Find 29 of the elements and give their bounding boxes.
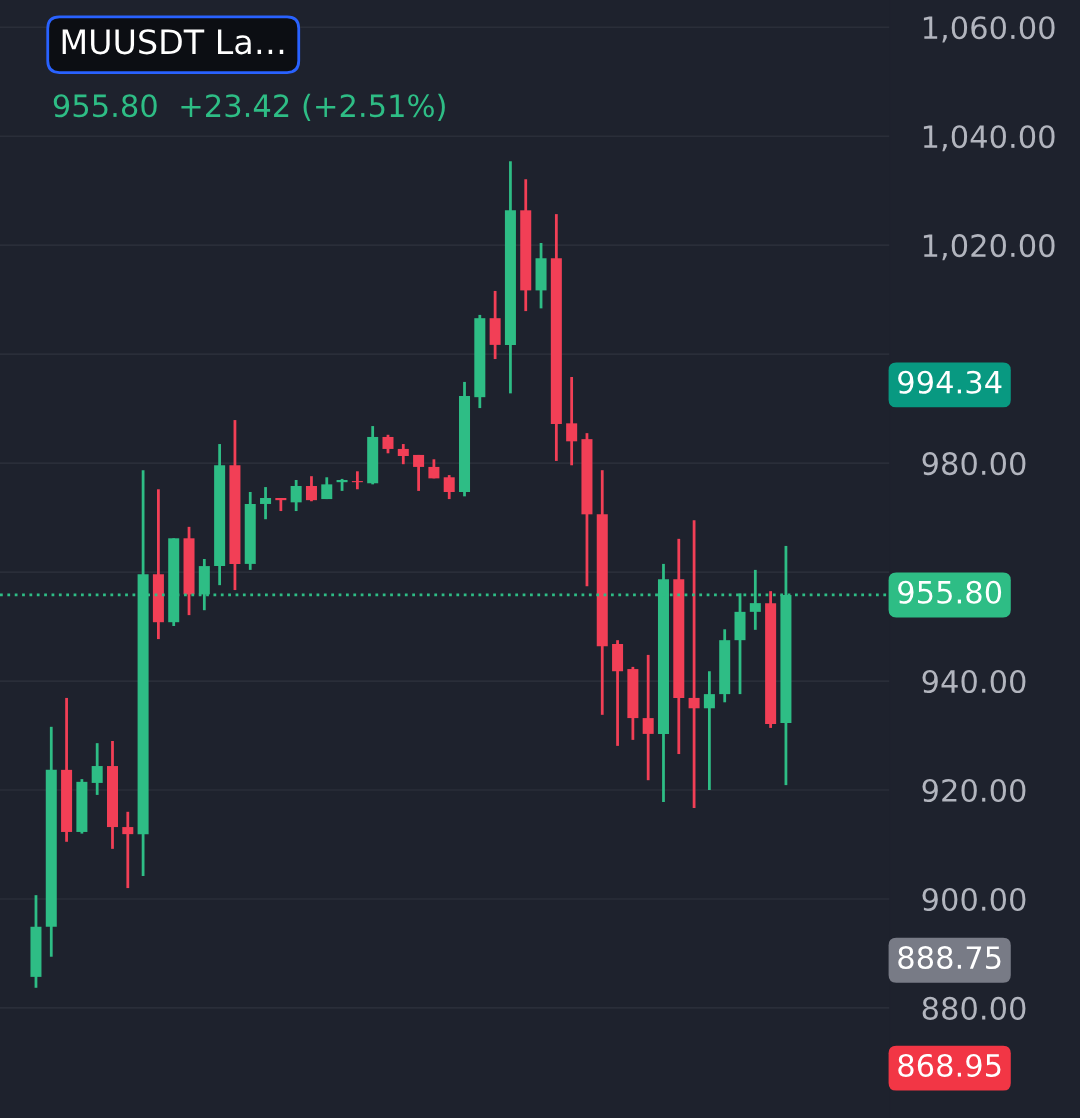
- candlestick: [275, 496, 287, 513]
- candlestick: [351, 469, 363, 491]
- y-tick-label: 940.00: [922, 669, 1026, 694]
- candlestick: [688, 518, 700, 810]
- y-tick-label: 1,040.00: [923, 125, 1055, 152]
- candlestick: [122, 810, 134, 890]
- y-tick-label: 880.00: [922, 996, 1026, 1020]
- candlestick: [443, 473, 455, 501]
- text: 888.75: [898, 946, 1001, 970]
- y-tick-label: 900.00: [922, 887, 1026, 912]
- text: MUUSDT La…: [62, 29, 284, 55]
- candlestick: [260, 485, 272, 521]
- candlestick: [91, 741, 103, 797]
- candlestick: [397, 442, 409, 466]
- y-tick-label: 980.00: [922, 452, 1026, 476]
- candlestick: [566, 375, 578, 467]
- y-tick-label: 1,020.00: [923, 234, 1055, 261]
- y-tick-label: 920.00: [922, 778, 1026, 803]
- text: 955.80 +23.42 (+2.51%): [53, 93, 445, 121]
- y-tick-label: 1,060.00: [923, 16, 1055, 43]
- candlestick: [290, 478, 302, 513]
- ref-line-label: 955.80: [898, 580, 1002, 604]
- candlestick: [642, 653, 654, 782]
- text: 994.34: [898, 370, 1002, 394]
- candlestick: [305, 474, 317, 503]
- candlestick: [703, 669, 715, 792]
- candlestick: [382, 433, 394, 455]
- candlestick: [413, 453, 425, 493]
- text: 868.95: [898, 1053, 1001, 1077]
